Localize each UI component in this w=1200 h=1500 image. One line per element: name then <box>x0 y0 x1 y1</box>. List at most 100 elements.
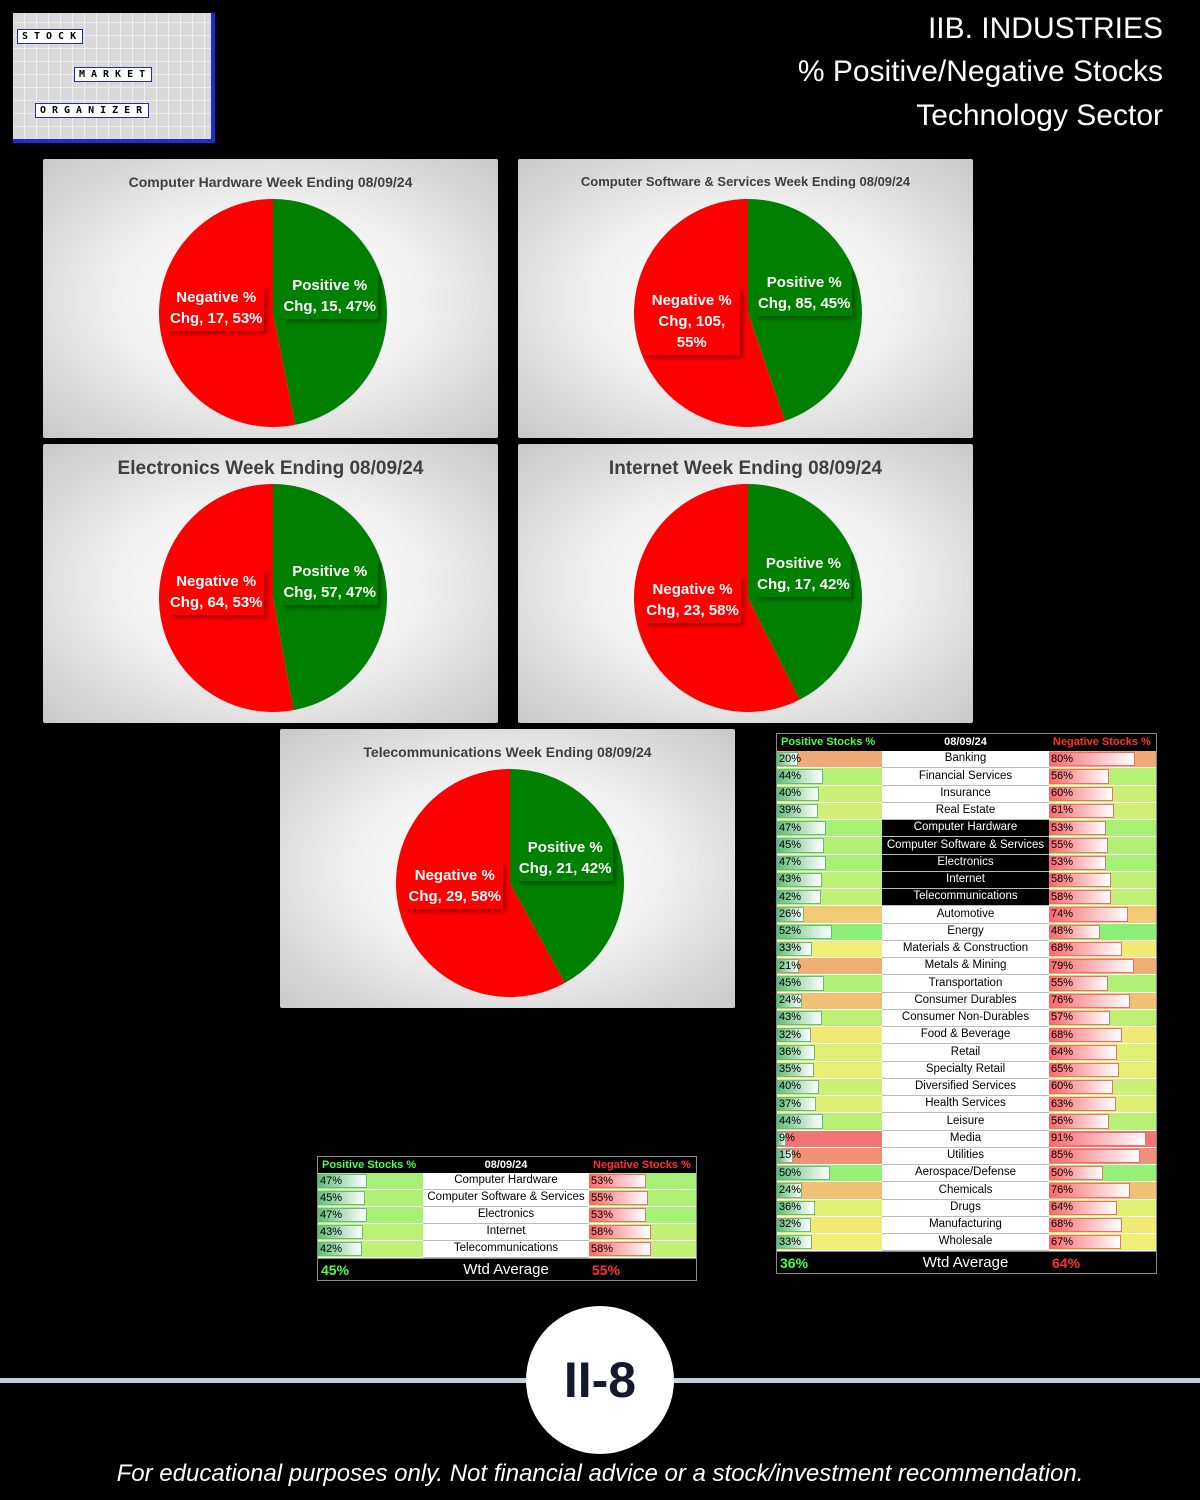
cell-value: 91% <box>1051 1132 1074 1145</box>
row-name: Computer Hardware <box>882 820 1049 838</box>
cell-value: 9% <box>779 1132 795 1145</box>
data-cell: 53% <box>1049 820 1156 838</box>
data-bar <box>777 924 832 939</box>
row-name: Banking <box>882 751 1049 769</box>
data-cell: 50% <box>777 1165 882 1183</box>
header-title: IIB. INDUSTRIES <box>927 12 1163 45</box>
data-bar <box>1049 803 1115 818</box>
cell-value: 50% <box>1051 1166 1074 1179</box>
data-cell: 56% <box>1049 1113 1156 1131</box>
row-name: Chemicals <box>882 1182 1049 1200</box>
cell-value: 48% <box>1051 925 1074 938</box>
cell-value: 33% <box>779 1235 802 1248</box>
data-label: Positive % Chg, 21, 42% <box>517 834 614 881</box>
cell-value: 60% <box>1051 1080 1074 1093</box>
data-bar <box>777 803 818 818</box>
data-bar <box>777 959 800 974</box>
header-cell: 08/09/24 <box>944 736 987 748</box>
data-bar <box>777 1045 815 1060</box>
data-cell: 68% <box>1049 940 1156 958</box>
cell-value: 33% <box>779 942 802 955</box>
data-cell: 21% <box>777 958 882 976</box>
cell-value: 47% <box>320 1174 343 1187</box>
data-cell: 64% <box>1049 1199 1156 1217</box>
row-name: Internet <box>882 871 1049 889</box>
chart-panel: Computer Hardware Week Ending 08/09/24 Po… <box>43 159 498 438</box>
data-cell: 65% <box>1049 1061 1156 1079</box>
cell-value: 35% <box>779 1063 802 1076</box>
cell-value: 53% <box>591 1174 614 1187</box>
row-name: Diversified Services <box>882 1078 1049 1096</box>
data-bar <box>1049 1028 1122 1043</box>
header-title: % Positive/Negative Stocks <box>797 55 1163 88</box>
data-cell: 56% <box>1049 768 1156 786</box>
cell-value: 76% <box>1051 1183 1074 1196</box>
cell-value: 61% <box>1051 804 1074 817</box>
data-cell: 55% <box>1049 837 1156 855</box>
header-cell: Negative Stocks % <box>1053 736 1151 748</box>
data-label: Negative % Chg, 17, 53% <box>168 284 265 331</box>
data-bar <box>589 1191 648 1205</box>
data-bar <box>777 1235 812 1250</box>
cell-value: 50% <box>779 1166 802 1179</box>
cell-value: 15% <box>779 1149 802 1162</box>
data-cell: 26% <box>777 906 882 924</box>
data-bar <box>777 890 822 905</box>
footer-cell: Wtd Average <box>423 1258 589 1280</box>
header-cell: Positive Stocks % <box>781 736 876 748</box>
data-bar <box>1049 1045 1118 1060</box>
data-bar <box>1049 786 1114 801</box>
data-cell: 76% <box>1049 1182 1156 1200</box>
chart-panel: Electronics Week Ending 08/09/24 Positive… <box>43 444 498 723</box>
cell-value: 24% <box>779 994 802 1007</box>
data-cell: 91% <box>1049 1130 1156 1148</box>
data-cell: 52% <box>777 923 882 941</box>
data-bar <box>777 1028 811 1043</box>
data-label: Positive % Chg, 85, 45% <box>756 269 853 316</box>
data-bar <box>777 1079 819 1094</box>
row-name: Media <box>882 1130 1049 1148</box>
data-cell: 79% <box>1049 958 1156 976</box>
data-bar <box>1049 1079 1114 1094</box>
row-name: Manufacturing <box>882 1216 1049 1234</box>
cell-value: 32% <box>779 1218 802 1231</box>
cell-value: 58% <box>591 1242 614 1255</box>
cell-value: 36% <box>779 1201 802 1214</box>
data-cell: 36% <box>777 1199 882 1217</box>
data-bar <box>318 1242 363 1256</box>
data-cell: 48% <box>1049 923 1156 941</box>
cell-value: 42% <box>320 1242 343 1255</box>
row-name: Real Estate <box>882 802 1049 820</box>
row-name: Specialty Retail <box>882 1061 1049 1079</box>
data-bar <box>589 1225 652 1239</box>
data-cell: 76% <box>1049 992 1156 1010</box>
logo-word: MARKET <box>74 67 153 82</box>
data-bar <box>777 821 827 836</box>
data-cell: 45% <box>777 837 882 855</box>
pie-chart <box>159 484 388 712</box>
row-name: Energy <box>882 923 1049 941</box>
row-name: Wholesale <box>882 1234 1049 1252</box>
data-bar <box>1049 1148 1140 1163</box>
cell-value: 68% <box>1051 1028 1074 1041</box>
data-cell: 32% <box>777 1027 882 1045</box>
footer-cell: 55% <box>589 1258 696 1280</box>
footer-cell: Wtd Average <box>882 1251 1049 1273</box>
data-cell: 43% <box>777 1009 882 1027</box>
cell-value: 21% <box>779 959 802 972</box>
data-cell: 42% <box>318 1241 423 1258</box>
cell-value: 68% <box>1051 1218 1074 1231</box>
data-cell: 60% <box>1049 1078 1156 1096</box>
cell-value: 79% <box>1051 959 1074 972</box>
row-name: Consumer Durables <box>882 992 1049 1010</box>
data-bar <box>777 1200 815 1215</box>
data-cell: 64% <box>1049 1044 1156 1062</box>
data-bar <box>589 1208 646 1222</box>
row-name: Food & Beverage <box>882 1027 1049 1045</box>
cell-value: 47% <box>320 1208 343 1221</box>
chart-title: Computer Hardware Week Ending 08/09/24 <box>128 174 413 190</box>
cell-value: 74% <box>1051 907 1074 920</box>
data-cell: 58% <box>589 1224 696 1241</box>
cell-value: 68% <box>1051 942 1074 955</box>
logo-word: STOCK <box>17 29 84 44</box>
